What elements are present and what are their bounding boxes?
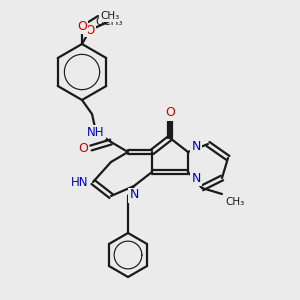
Text: HN: HN: [71, 176, 89, 188]
Text: O: O: [165, 106, 175, 119]
Text: O: O: [78, 142, 88, 154]
Text: O: O: [77, 20, 87, 32]
Text: N: N: [191, 172, 201, 184]
Text: N: N: [129, 188, 139, 202]
Text: CH₃: CH₃: [225, 197, 244, 207]
Text: N: N: [191, 140, 201, 154]
Text: CH₃: CH₃: [100, 11, 119, 21]
Text: O: O: [85, 23, 94, 37]
Text: OCH₃: OCH₃: [95, 17, 122, 27]
Text: NH: NH: [87, 125, 105, 139]
